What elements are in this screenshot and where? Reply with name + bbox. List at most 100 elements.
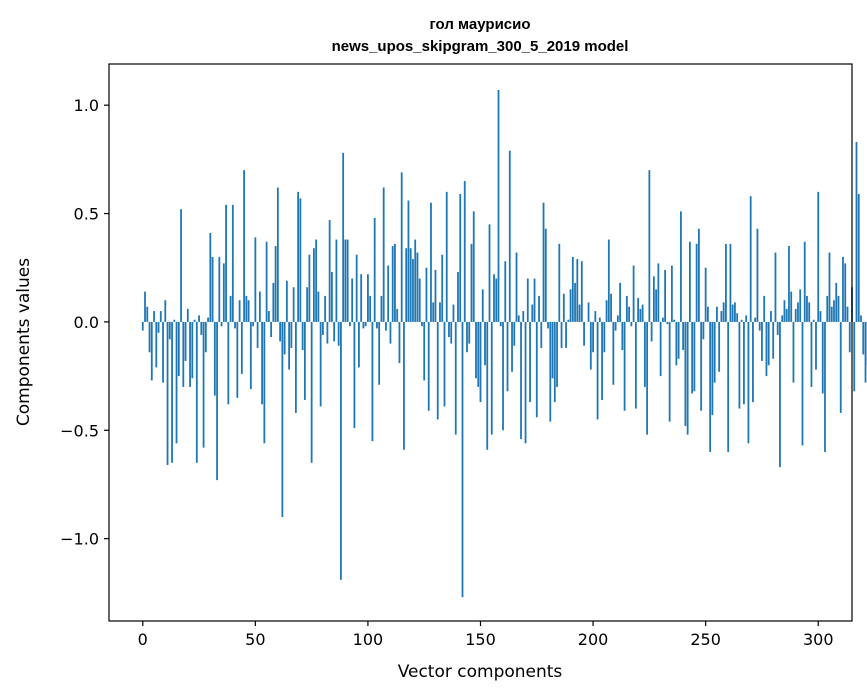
bar-164 xyxy=(511,321,513,372)
bar-2 xyxy=(146,306,149,322)
bar-235 xyxy=(670,265,673,322)
bar-4 xyxy=(150,321,153,381)
bar-283 xyxy=(779,321,781,468)
bar-30 xyxy=(209,233,212,322)
bar-104 xyxy=(376,321,378,329)
bar-219 xyxy=(634,321,637,409)
bar-232 xyxy=(664,269,667,322)
bar-162 xyxy=(506,321,509,392)
bar-203 xyxy=(598,317,601,322)
bar-119 xyxy=(409,248,412,322)
bar-238 xyxy=(677,321,680,359)
bar-194 xyxy=(578,304,581,322)
bar-250 xyxy=(704,267,707,322)
bar-306 xyxy=(830,306,833,322)
bar-157 xyxy=(495,278,498,322)
x-axis-label: Vector components xyxy=(398,662,563,682)
bar-174 xyxy=(533,278,536,322)
bar-117 xyxy=(405,248,408,322)
bar-145 xyxy=(468,321,471,344)
bar-6 xyxy=(155,321,158,368)
bar-0 xyxy=(141,321,144,331)
bar-251 xyxy=(707,306,709,322)
bar-36 xyxy=(222,263,225,322)
x-tick-label: 0 xyxy=(138,630,148,649)
bar-78 xyxy=(317,291,320,322)
bar-261 xyxy=(729,243,732,322)
bar-189 xyxy=(567,319,570,322)
bar-40 xyxy=(231,204,234,322)
chart-title-line-1: гол маурисио xyxy=(429,16,530,33)
bar-34 xyxy=(218,256,221,322)
bar-44 xyxy=(240,321,243,374)
bar-111 xyxy=(391,246,394,322)
bar-225 xyxy=(648,170,651,322)
bar-45 xyxy=(243,170,245,322)
bar-86 xyxy=(335,239,338,322)
y-axis-label: Components values xyxy=(14,258,34,426)
bar-279 xyxy=(770,311,772,322)
bar-112 xyxy=(394,243,396,322)
bar-224 xyxy=(646,321,649,435)
bar-186 xyxy=(560,321,563,348)
bar-108 xyxy=(385,321,387,331)
x-tick-label: 50 xyxy=(245,630,265,649)
bar-91 xyxy=(346,239,349,322)
bar-318 xyxy=(857,194,860,322)
bar-245 xyxy=(693,321,696,392)
bar-319 xyxy=(860,315,862,322)
bar-221 xyxy=(639,308,642,322)
bar-136 xyxy=(448,321,450,338)
bar-256 xyxy=(718,321,721,372)
bar-21 xyxy=(189,321,191,387)
bar-137 xyxy=(450,321,453,344)
bar-87 xyxy=(337,321,340,346)
bar-25 xyxy=(198,315,200,322)
bar-62 xyxy=(281,321,284,517)
bar-67 xyxy=(292,287,295,322)
bar-110 xyxy=(389,321,392,344)
bar-156 xyxy=(493,274,495,322)
bar-17 xyxy=(180,209,182,322)
bar-118 xyxy=(407,200,410,322)
bar-139 xyxy=(454,321,457,435)
bar-8 xyxy=(159,311,162,322)
bar-5 xyxy=(153,311,155,322)
bar-50 xyxy=(254,237,257,322)
bar-97 xyxy=(360,274,363,322)
x-tick-label: 250 xyxy=(690,630,721,649)
bar-38 xyxy=(227,321,230,405)
bar-209 xyxy=(612,321,615,385)
bar-16 xyxy=(177,321,180,377)
bar-191 xyxy=(571,256,574,322)
bar-123 xyxy=(418,278,421,322)
bar-208 xyxy=(610,293,612,322)
bar-80 xyxy=(321,321,324,335)
bar-257 xyxy=(720,311,723,322)
bar-296 xyxy=(808,302,811,322)
bar-195 xyxy=(580,261,583,322)
bar-11 xyxy=(166,321,169,465)
bar-33 xyxy=(216,321,218,481)
bar-15 xyxy=(175,321,178,444)
bar-161 xyxy=(504,261,507,322)
bar-233 xyxy=(666,321,669,325)
bar-160 xyxy=(502,321,504,431)
bar-9 xyxy=(162,321,164,383)
bar-263 xyxy=(734,302,736,322)
bar-13 xyxy=(171,321,173,463)
bar-289 xyxy=(792,321,795,383)
bar-154 xyxy=(488,224,491,322)
bar-268 xyxy=(745,315,748,322)
bar-305 xyxy=(828,252,831,322)
bar-29 xyxy=(207,317,209,322)
bar-70 xyxy=(299,198,302,322)
bar-269 xyxy=(747,321,750,444)
bar-58 xyxy=(272,282,275,322)
bar-175 xyxy=(535,321,538,418)
bar-12 xyxy=(168,321,171,340)
bar-246 xyxy=(695,243,698,322)
bar-241 xyxy=(684,321,687,426)
bar-242 xyxy=(686,321,689,435)
bar-312 xyxy=(844,263,847,322)
